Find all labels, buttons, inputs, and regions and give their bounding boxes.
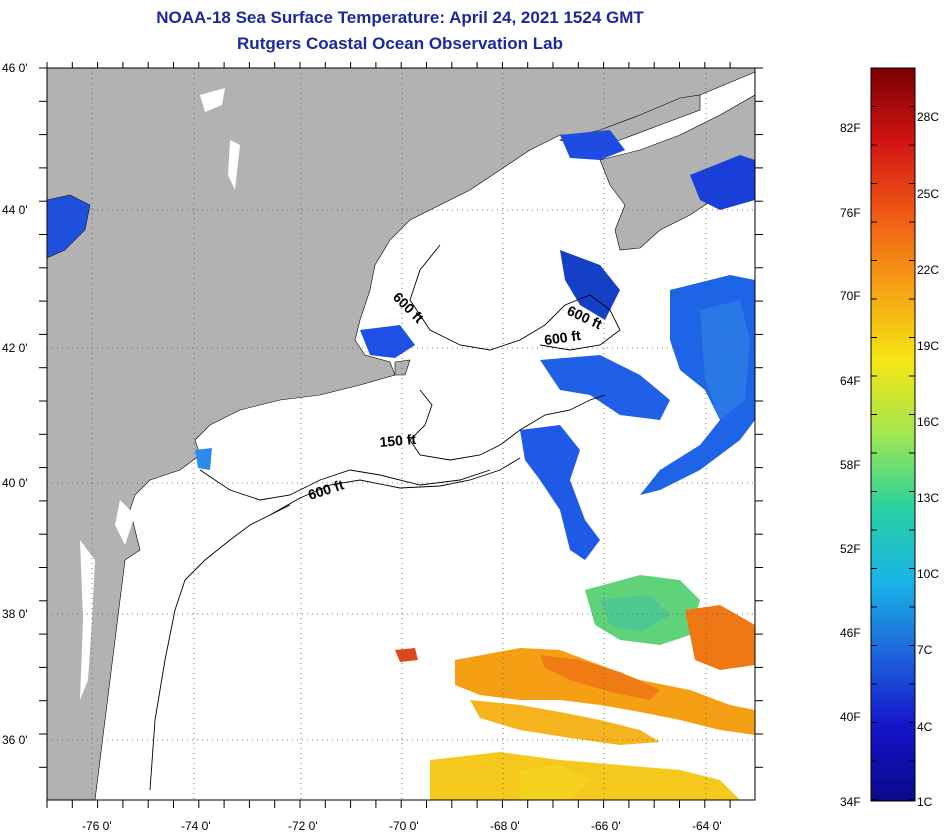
colorbar-c-label: 13C xyxy=(917,491,939,505)
colorbar-c-label: 10C xyxy=(917,567,939,581)
lat-axis: 46 0' 44 0' 42 0' 40 0' 38 0' 36 0' xyxy=(2,61,28,747)
lon-tick-label: -72 0' xyxy=(288,819,318,832)
colorbar-c-label: 1C xyxy=(917,795,933,809)
colorbar-f-label: 58F xyxy=(840,458,861,472)
lon-tick-label: -70 0' xyxy=(389,819,419,832)
sst-cold-water xyxy=(195,130,755,560)
colorbar-f-label: 46F xyxy=(840,626,861,640)
lon-tick-label: -76 0' xyxy=(82,819,112,832)
contour-label-3: 600 ft xyxy=(543,327,582,348)
lake-champlain xyxy=(228,140,240,190)
colorbar-c-label: 25C xyxy=(917,187,939,201)
graticule xyxy=(47,68,755,800)
lon-tick-label: -64 0' xyxy=(692,819,722,832)
chesapeake-bay xyxy=(80,540,95,700)
colorbar-f-label: 64F xyxy=(840,374,861,388)
bathymetry-contours xyxy=(149,244,621,791)
lon-tick-label: -74 0' xyxy=(181,819,211,832)
lake-ontario xyxy=(47,194,91,259)
lat-tick-label: 40 0' xyxy=(2,476,28,490)
colorbar-c-label: 4C xyxy=(917,720,933,734)
lon-tick-label: -66 0' xyxy=(591,819,621,832)
lat-tick-label: 42 0' xyxy=(2,341,28,355)
colorbar-c-label: 19C xyxy=(917,339,939,353)
land-cape-cod xyxy=(394,359,411,376)
colorbar-f-label: 34F xyxy=(840,795,861,809)
colorbar-c-label: 16C xyxy=(917,415,939,429)
colorbar-f-label: 82F xyxy=(840,121,861,135)
map-title: NOAA-18 Sea Surface Temperature: April 2… xyxy=(156,8,644,27)
colorbar-c-label: 22C xyxy=(917,263,939,277)
lat-tick-label: 38 0' xyxy=(2,607,28,621)
colorbar-f-label: 40F xyxy=(840,710,861,724)
colorbar-f-label: 70F xyxy=(840,289,861,303)
sst-gulf-stream xyxy=(395,605,755,800)
lat-tick-label: 44 0' xyxy=(2,203,28,217)
lon-axis: -76 0' -74 0' -72 0' -70 0' -68 0' -66 0… xyxy=(82,819,722,832)
colorbar-c-label: 7C xyxy=(917,643,933,657)
colorbar-c-label: 28C xyxy=(917,110,939,124)
colorbar-ticks xyxy=(871,67,915,800)
colorbar-fahrenheit-labels: 82F 76F 70F 64F 58F 52F 46F 40F 34F xyxy=(840,121,861,809)
lat-tick-label: 36 0' xyxy=(2,733,28,747)
axis-ticks xyxy=(39,62,763,808)
sst-slope-water xyxy=(585,575,700,645)
colorbar xyxy=(870,67,916,802)
land-nova-scotia xyxy=(599,94,755,251)
contour-label-4: 150 ft xyxy=(379,431,417,450)
lon-tick-label: -68 0' xyxy=(490,819,520,832)
colorbar-f-label: 52F xyxy=(840,542,861,556)
map-subtitle: Rutgers Coastal Ocean Observation Lab xyxy=(237,34,563,53)
lake-inland xyxy=(200,88,225,112)
land-us-coast xyxy=(47,68,755,800)
colorbar-f-label: 76F xyxy=(840,206,861,220)
colorbar-celsius-labels: 28C 25C 22C 19C 16C 13C 10C 7C 4C 1C xyxy=(917,110,939,809)
lat-tick-label: 46 0' xyxy=(2,61,28,75)
delaware-bay xyxy=(115,500,135,545)
